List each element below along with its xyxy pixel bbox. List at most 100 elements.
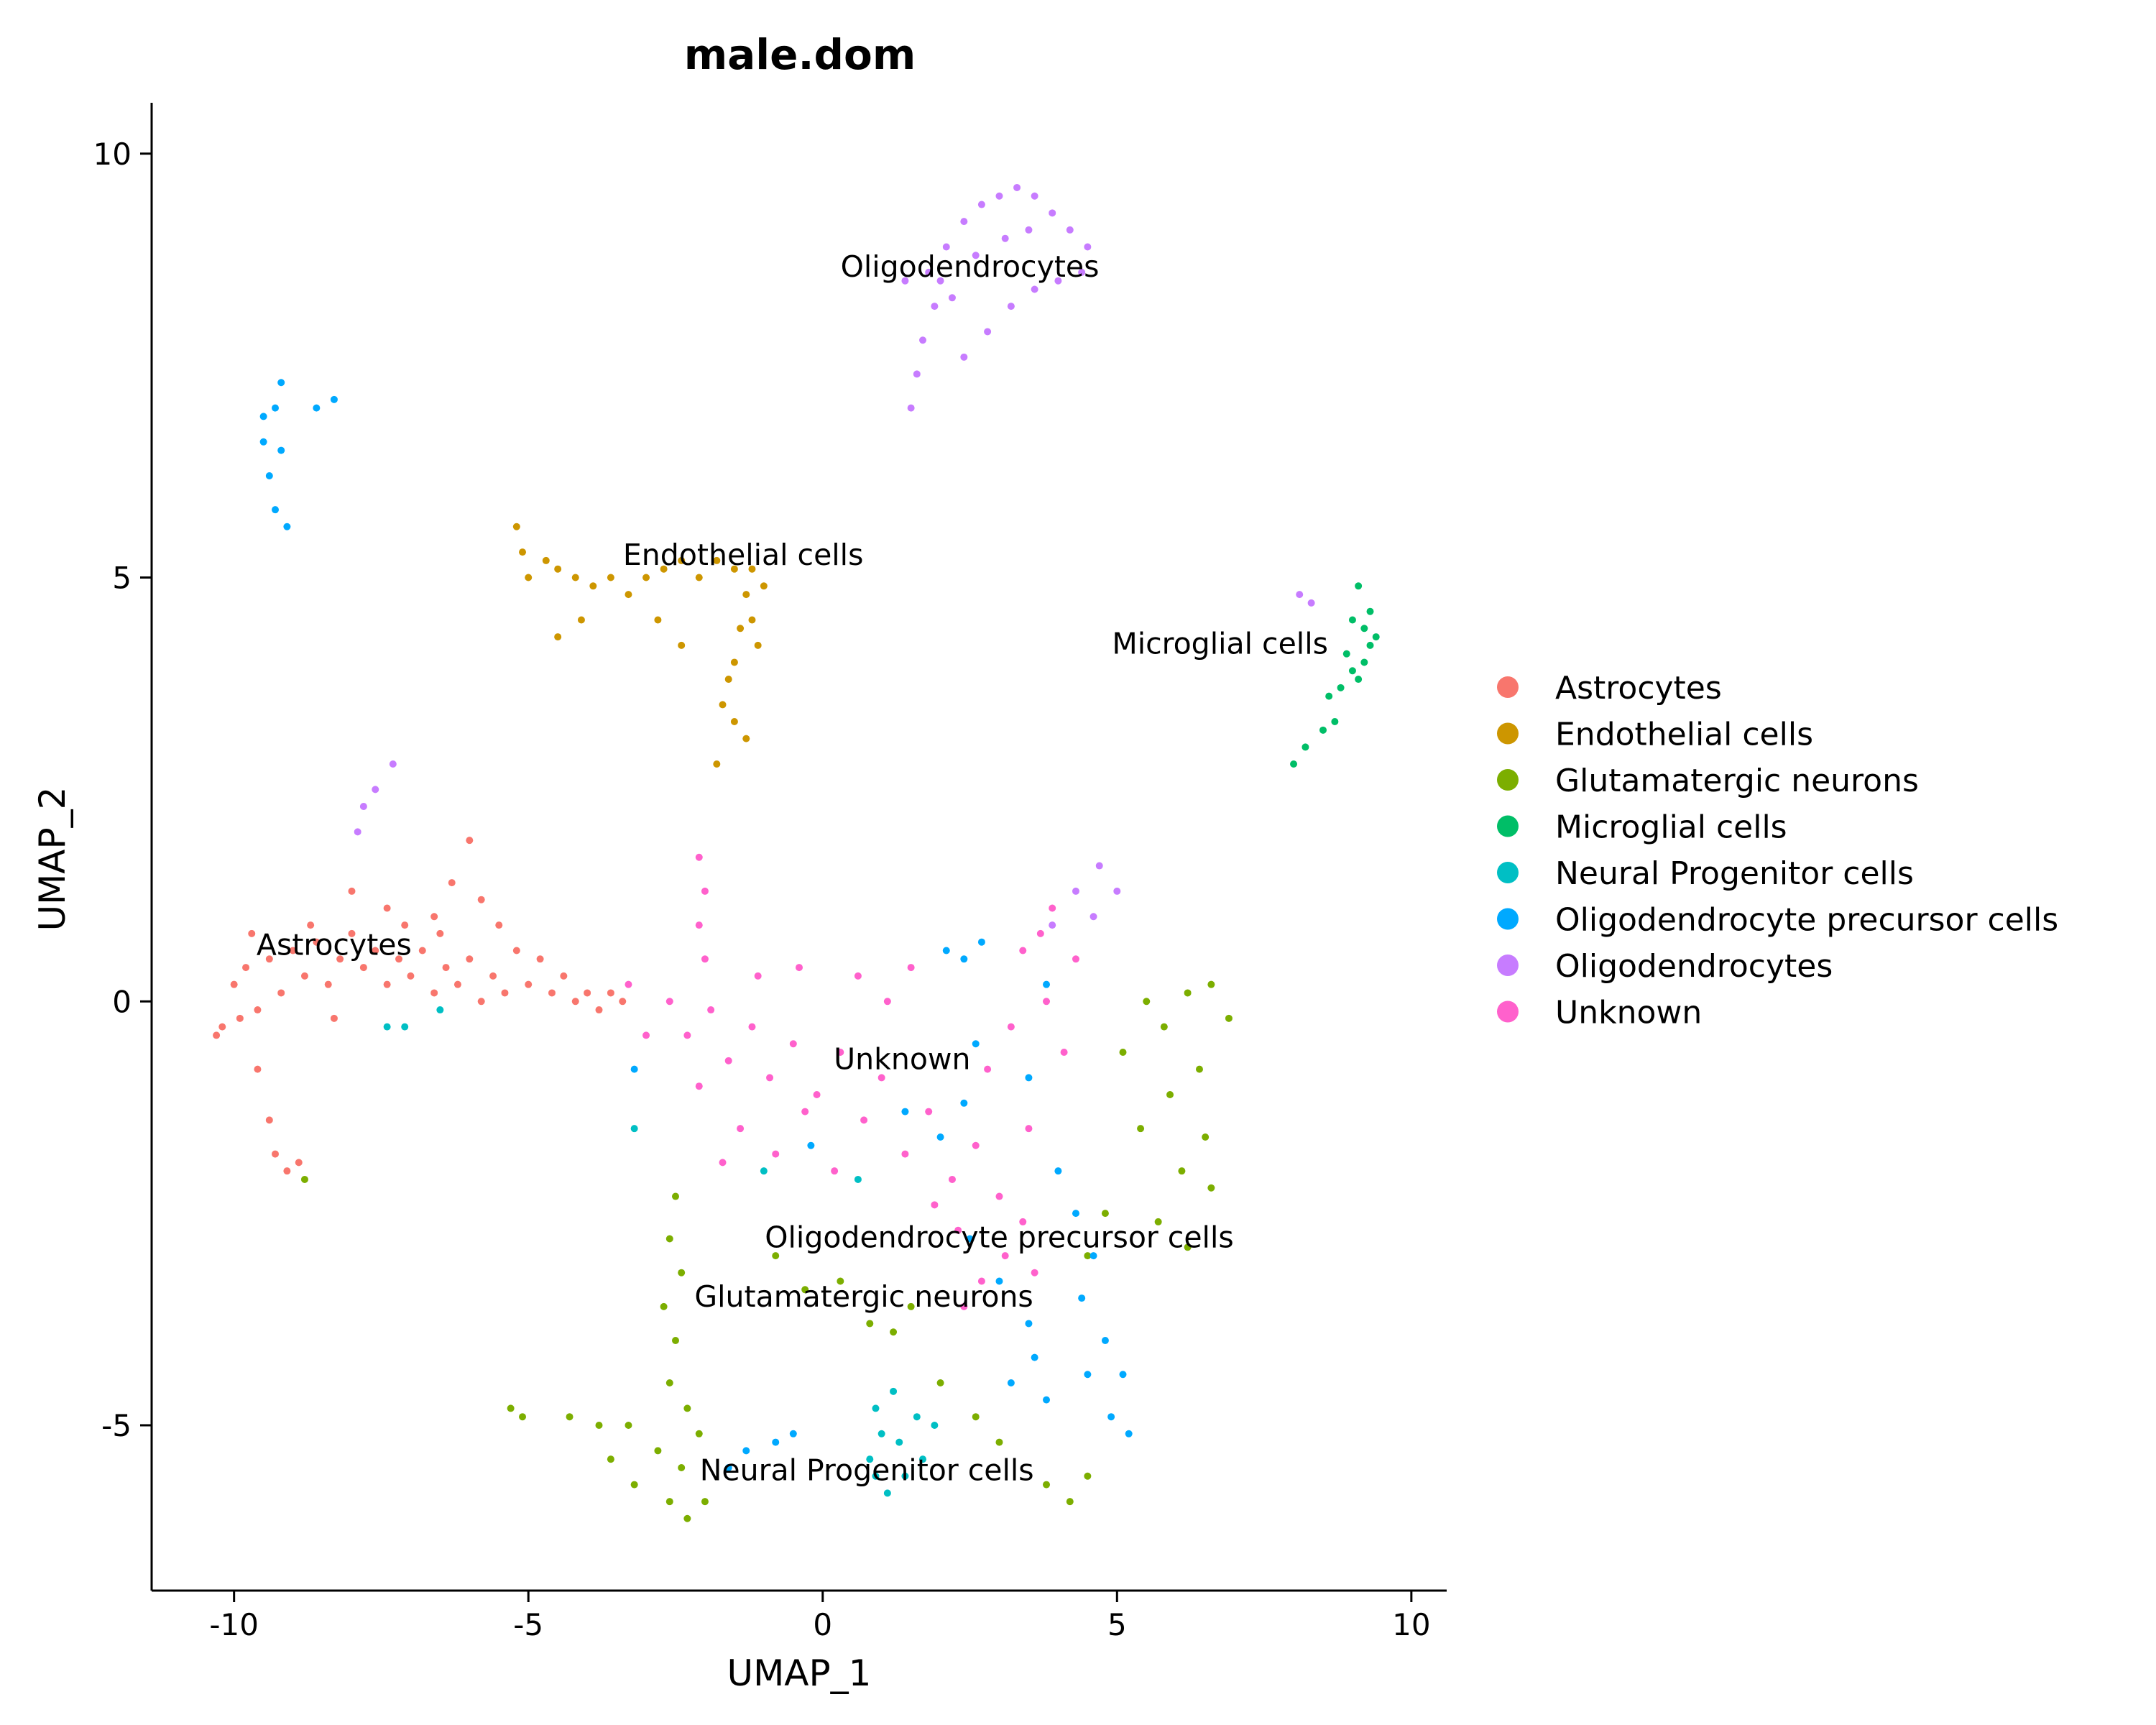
legend-swatch: [1497, 1000, 1519, 1023]
data-point: [466, 837, 474, 845]
data-point: [760, 1167, 768, 1175]
ticks-layer: -10 -5 0 5 10 -5 0 5 10: [93, 137, 1431, 1642]
data-point: [453, 980, 461, 988]
data-point: [748, 1023, 756, 1031]
legend-label: Microglial cells: [1555, 809, 1787, 846]
data-point: [678, 556, 686, 564]
data-point: [972, 252, 980, 259]
data-point: [772, 1150, 780, 1158]
data-point: [330, 395, 338, 403]
data-point: [383, 904, 391, 912]
data-point: [995, 1192, 1003, 1200]
data-point: [548, 989, 556, 997]
data-point: [372, 786, 379, 794]
data-point: [724, 676, 732, 684]
data-point: [630, 1481, 638, 1489]
data-point: [277, 989, 285, 997]
data-point: [1078, 1294, 1086, 1302]
data-point: [436, 929, 444, 937]
data-point: [713, 760, 721, 768]
data-point: [630, 1125, 638, 1133]
data-point: [1348, 616, 1356, 624]
data-point: [789, 1430, 797, 1438]
data-point: [919, 336, 927, 344]
data-point: [354, 828, 361, 836]
data-point: [324, 980, 332, 988]
data-point: [607, 989, 614, 997]
data-point: [560, 972, 568, 980]
data-point: [1054, 1167, 1062, 1175]
data-point: [1319, 726, 1327, 734]
data-point: [960, 218, 968, 226]
cluster-label: Oligodendrocyte precursor cells: [765, 1220, 1233, 1254]
data-point: [713, 556, 721, 564]
data-point: [265, 955, 273, 963]
data-point: [1207, 1184, 1215, 1192]
data-point: [265, 1116, 273, 1124]
data-point: [890, 1328, 898, 1336]
legend-label: Glutamatergic neurons: [1555, 763, 1919, 799]
data-point: [230, 980, 238, 988]
data-point: [701, 1498, 709, 1506]
data-point: [218, 1023, 226, 1031]
legend-swatch: [1497, 676, 1519, 698]
data-point: [300, 1175, 308, 1183]
data-point: [554, 633, 562, 641]
data-point: [748, 565, 756, 573]
data-point: [807, 1141, 815, 1149]
data-point: [730, 565, 738, 573]
data-point: [678, 1463, 686, 1471]
y-tick-label: 0: [112, 984, 132, 1019]
data-point: [259, 438, 267, 446]
data-point: [430, 913, 438, 921]
data-point: [837, 1277, 844, 1285]
data-point: [1031, 192, 1038, 200]
data-point: [336, 955, 344, 963]
cluster-label: Oligodendrocytes: [841, 249, 1100, 284]
data-point: [742, 1447, 750, 1455]
legend-label: Neural Progenitor cells: [1555, 855, 1914, 892]
data-point: [477, 998, 485, 1006]
data-point: [442, 964, 450, 972]
data-point: [571, 998, 579, 1006]
data-point: [213, 1031, 221, 1039]
data-point: [866, 1320, 874, 1328]
data-point: [789, 1040, 797, 1048]
x-tick-label: -5: [513, 1607, 543, 1642]
data-point: [1019, 1218, 1027, 1225]
data-point: [925, 1108, 933, 1116]
data-point: [695, 574, 703, 581]
data-point: [972, 1413, 980, 1421]
y-tick-label: 10: [93, 137, 132, 172]
series-oligodendrocyte-precursor-cells: [259, 379, 1133, 1471]
data-point: [695, 921, 703, 929]
data-point: [519, 1413, 527, 1421]
data-point: [854, 1175, 862, 1183]
data-point: [1049, 904, 1056, 912]
data-point: [389, 760, 397, 768]
data-point: [665, 998, 673, 1006]
data-point: [748, 616, 756, 624]
data-point: [831, 1167, 839, 1175]
data-point: [272, 506, 280, 514]
series-endothelial-cells: [512, 523, 768, 768]
data-point: [683, 1404, 691, 1412]
data-point: [1043, 1481, 1051, 1489]
legend-label: Astrocytes: [1555, 670, 1722, 707]
data-point: [742, 735, 750, 742]
data-point: [907, 404, 915, 412]
cluster-label: Glutamatergic neurons: [694, 1279, 1033, 1314]
data-point: [1084, 1472, 1092, 1480]
data-point: [1043, 998, 1051, 1006]
data-point: [754, 972, 762, 980]
data-point: [942, 243, 950, 251]
data-point: [1084, 1371, 1092, 1379]
data-point: [259, 413, 267, 420]
data-point: [660, 565, 668, 573]
data-point: [283, 1167, 291, 1175]
data-point: [307, 921, 315, 929]
data-point: [1049, 921, 1056, 929]
legend-swatch: [1497, 722, 1519, 745]
data-point: [448, 879, 456, 887]
data-point: [642, 574, 650, 581]
